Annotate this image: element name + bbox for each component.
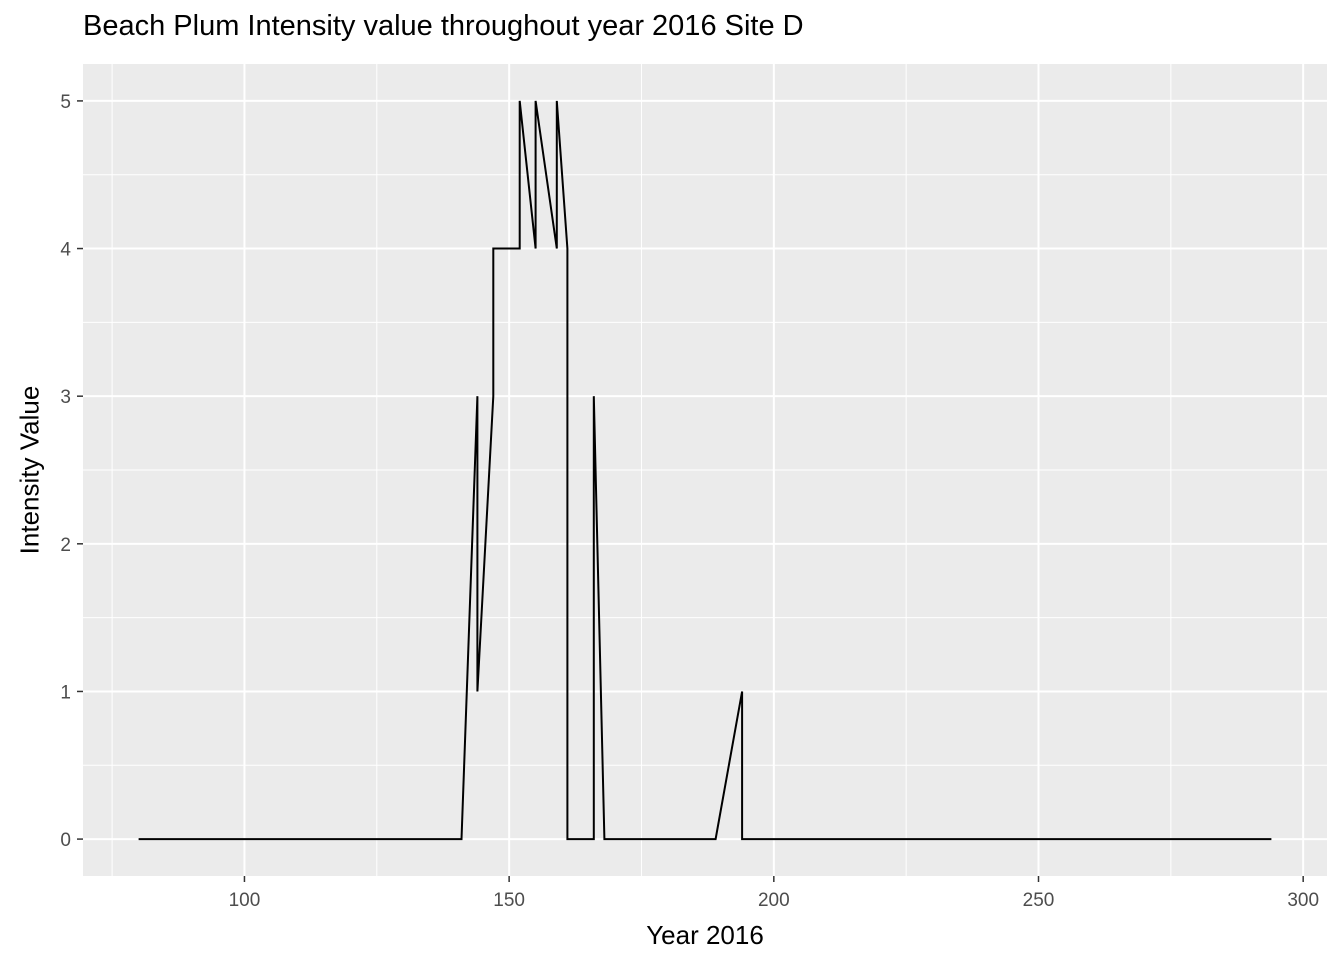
chart-title: Beach Plum Intensity value throughout ye… xyxy=(83,10,804,42)
x-tick-label: 100 xyxy=(229,890,261,911)
x-tick-label: 150 xyxy=(493,890,525,911)
y-tick-label: 3 xyxy=(60,387,71,408)
x-tick-label: 200 xyxy=(758,890,790,911)
y-tick-label: 5 xyxy=(60,92,71,113)
y-axis-label: Intensity Value xyxy=(14,385,45,555)
y-tick-label: 1 xyxy=(60,682,71,703)
y-tick-label: 0 xyxy=(60,830,71,851)
x-axis-label: Year 2016 xyxy=(646,920,764,950)
x-tick-label: 300 xyxy=(1287,890,1319,911)
x-tick-label: 250 xyxy=(1023,890,1055,911)
y-tick-label: 4 xyxy=(60,240,71,261)
y-tick-label: 2 xyxy=(60,535,71,556)
series-line xyxy=(138,100,1272,841)
